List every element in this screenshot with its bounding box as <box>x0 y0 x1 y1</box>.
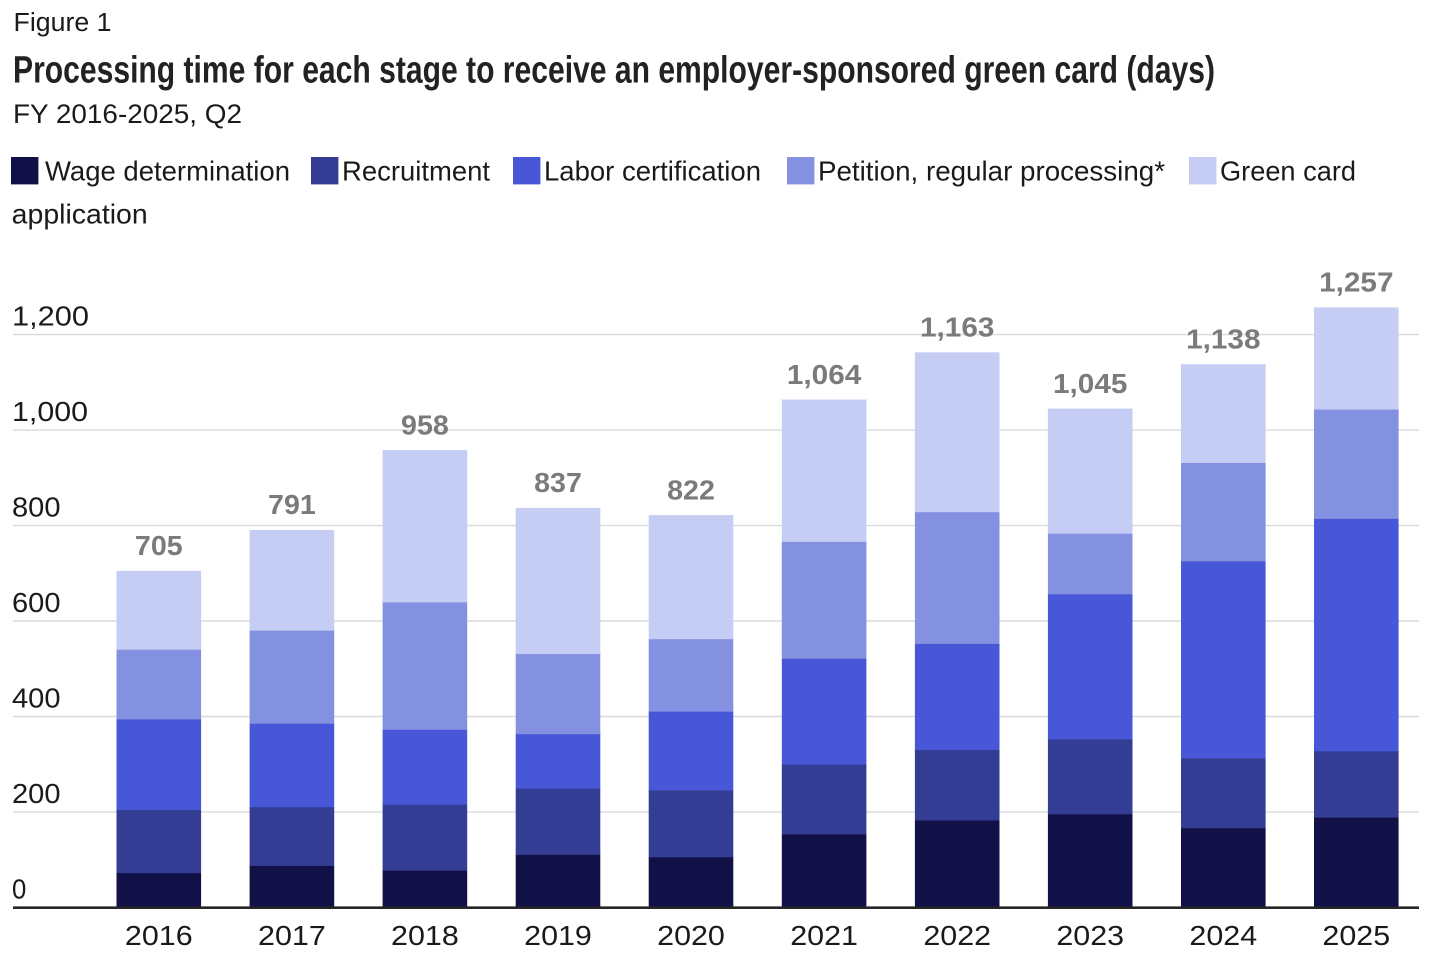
svg-text:2020: 2020 <box>657 920 725 951</box>
svg-text:2024: 2024 <box>1189 920 1257 951</box>
svg-text:1,064: 1,064 <box>787 359 862 390</box>
svg-text:1,257: 1,257 <box>1319 267 1393 298</box>
svg-text:400: 400 <box>12 683 61 714</box>
svg-text:application: application <box>12 199 148 230</box>
svg-text:705: 705 <box>135 530 183 561</box>
svg-text:0: 0 <box>12 873 26 904</box>
svg-text:Labor certification: Labor certification <box>544 155 761 186</box>
svg-text:2016: 2016 <box>125 920 193 951</box>
svg-text:1,045: 1,045 <box>1053 368 1127 399</box>
svg-text:Figure 1: Figure 1 <box>14 9 112 37</box>
svg-text:2025: 2025 <box>1322 920 1390 951</box>
svg-text:2023: 2023 <box>1056 920 1124 951</box>
svg-text:2017: 2017 <box>258 920 326 951</box>
svg-text:2021: 2021 <box>790 920 858 951</box>
svg-text:Wage determination: Wage determination <box>45 155 290 186</box>
svg-text:791: 791 <box>268 489 316 520</box>
svg-text:822: 822 <box>667 474 715 505</box>
svg-text:600: 600 <box>12 587 61 618</box>
svg-text:1,200: 1,200 <box>12 301 89 332</box>
svg-text:Green card: Green card <box>1220 155 1356 186</box>
svg-text:1,138: 1,138 <box>1186 324 1260 355</box>
svg-text:958: 958 <box>401 409 449 440</box>
svg-text:200: 200 <box>12 778 61 809</box>
svg-text:Processing time for each stage: Processing time for each stage to receiv… <box>13 50 1215 92</box>
svg-text:FY 2016-2025, Q2: FY 2016-2025, Q2 <box>13 99 242 129</box>
svg-text:2022: 2022 <box>923 920 991 951</box>
svg-text:2019: 2019 <box>524 920 592 951</box>
svg-text:2018: 2018 <box>391 920 459 951</box>
svg-text:Recruitment: Recruitment <box>342 155 490 186</box>
svg-text:837: 837 <box>534 467 582 498</box>
svg-text:Petition, regular processing*: Petition, regular processing* <box>818 155 1165 186</box>
svg-text:1,000: 1,000 <box>12 396 88 427</box>
svg-text:800: 800 <box>12 492 61 523</box>
svg-text:1,163: 1,163 <box>920 312 994 343</box>
